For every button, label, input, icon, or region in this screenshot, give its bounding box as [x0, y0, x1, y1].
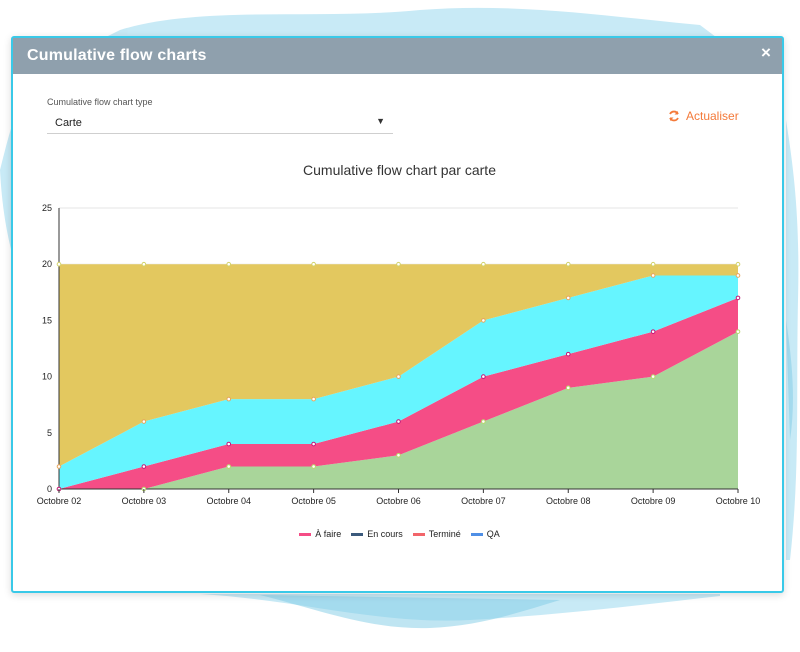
point-0-2: [226, 464, 232, 469]
point-3-6: [565, 261, 571, 267]
point-2-3: [311, 396, 316, 402]
legend-swatch-3: [470, 532, 483, 536]
point-1-1: [141, 464, 147, 469]
cumulative-flow-chart: 0 5 10 15 20 25 Octobre 02 Octobre 03 Octobre 04…: [37, 203, 761, 506]
point-1-2: [226, 441, 232, 447]
y-tick-label-0: 0: [47, 484, 52, 494]
y-tick-label-5: 25: [42, 203, 52, 213]
point-3-7: [650, 261, 656, 267]
point-1-6: [565, 351, 571, 357]
legend-item-1[interactable]: En cours: [351, 529, 403, 539]
point-3-2: [226, 261, 232, 267]
modal-title: Cumulative flow charts: [27, 47, 207, 64]
x-tick-label-8: Octobre 10: [716, 496, 761, 506]
point-0-3: [311, 464, 316, 469]
refresh-icon: [669, 110, 679, 122]
area--faire: [59, 264, 738, 467]
legend-swatch-0: [299, 532, 312, 536]
point-2-4: [396, 374, 401, 379]
legend-item-2[interactable]: Terminé: [412, 529, 461, 539]
legend-label-2: Terminé: [428, 529, 461, 539]
point-2-1: [141, 419, 147, 424]
point-0-5: [481, 419, 486, 424]
y-tick-label-1: 5: [47, 428, 52, 438]
x-tick-label-7: Octobre 09: [631, 496, 676, 506]
chart-type-label: Cumulative flow chart type: [47, 97, 153, 107]
close-button[interactable]: ×: [761, 43, 771, 62]
y-tick-label-3: 15: [42, 315, 52, 325]
area-qa: [59, 331, 738, 489]
point-1-5: [481, 374, 486, 379]
point-3-0: [56, 261, 62, 267]
x-tick-label-5: Octobre 07: [461, 496, 506, 506]
point-2-0: [56, 464, 62, 469]
point-1-8: [735, 295, 741, 301]
point-1-4: [396, 419, 401, 424]
x-tick-label-1: Octobre 03: [122, 496, 167, 506]
chart-legend: À faire En cours Terminé QA: [13, 529, 786, 539]
area-en-cours: [59, 275, 738, 489]
refresh-button[interactable]: Actualiser: [668, 109, 739, 123]
x-tick-label-2: Octobre 04: [206, 496, 251, 506]
point-3-3: [311, 261, 316, 267]
x-tick-label-3: Octobre 05: [291, 496, 336, 506]
y-tick-label-4: 20: [42, 259, 52, 269]
legend-item-3[interactable]: QA: [470, 529, 500, 539]
point-2-8: [735, 273, 741, 278]
point-0-6: [565, 385, 571, 391]
point-0-4: [396, 452, 401, 458]
legend-label-1: En cours: [367, 529, 403, 539]
chart-type-value: Carte: [55, 117, 82, 129]
point-3-4: [396, 261, 401, 267]
point-2-7: [650, 273, 656, 278]
point-0-8: [735, 329, 741, 334]
legend-swatch-1: [351, 532, 364, 536]
point-0-7: [650, 374, 656, 379]
x-tick-label-0: Octobre 02: [37, 496, 82, 506]
point-3-8: [735, 261, 741, 267]
area-termin-: [59, 297, 738, 489]
point-2-6: [565, 295, 571, 301]
chart-title: Cumulative flow chart par carte: [303, 162, 496, 178]
legend-item-0[interactable]: À faire: [299, 529, 341, 539]
legend-label-3: QA: [486, 529, 500, 539]
point-3-1: [141, 261, 147, 267]
x-tick-label-6: Octobre 08: [546, 496, 591, 506]
cumulative-flow-modal: Cumulative flow charts × Cumulative flow…: [11, 36, 784, 593]
refresh-label: Actualiser: [686, 109, 739, 123]
point-1-3: [311, 441, 316, 447]
legend-label-0: À faire: [315, 529, 342, 539]
legend-swatch-2: [412, 532, 425, 536]
point-2-2: [226, 396, 232, 402]
point-1-7: [650, 329, 656, 334]
x-tick-label-4: Octobre 06: [376, 496, 421, 506]
y-tick-label-2: 10: [42, 372, 52, 382]
modal-header: Cumulative flow charts ×: [13, 38, 782, 74]
chart-type-select[interactable]: Carte ▼: [47, 111, 393, 134]
point-2-5: [481, 318, 486, 323]
caret-down-icon: ▼: [376, 116, 385, 126]
point-3-5: [481, 261, 486, 267]
